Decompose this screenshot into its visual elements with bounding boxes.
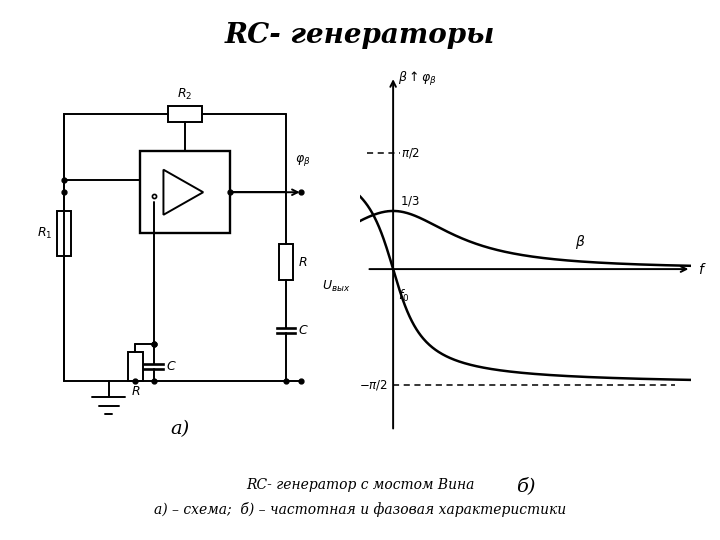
Text: $-\pi/2$: $-\pi/2$ — [359, 379, 388, 393]
Bar — [58, 211, 71, 256]
Text: $U_{вых}$: $U_{вых}$ — [323, 279, 351, 294]
Text: $C$: $C$ — [298, 324, 309, 338]
Text: $R$: $R$ — [298, 255, 308, 268]
Text: $\pi/2$: $\pi/2$ — [402, 146, 420, 160]
Text: RC- генератор с мостом Вина: RC- генератор с мостом Вина — [246, 478, 474, 492]
Text: $f$: $f$ — [698, 261, 706, 276]
Text: $R$: $R$ — [130, 385, 140, 398]
Text: $1/3$: $1/3$ — [400, 194, 420, 208]
Text: $\beta$$\uparrow$$\varphi_\beta$: $\beta$$\uparrow$$\varphi_\beta$ — [398, 70, 437, 88]
Text: б): б) — [516, 477, 536, 495]
Text: $\varphi_\beta$: $\varphi_\beta$ — [294, 153, 310, 168]
Bar — [279, 244, 294, 280]
Text: $R_2$: $R_2$ — [177, 87, 193, 102]
Text: а): а) — [171, 421, 189, 438]
Text: $R_1$: $R_1$ — [37, 226, 53, 241]
Text: $C$: $C$ — [166, 360, 176, 373]
Bar — [128, 352, 143, 381]
Text: RC- генераторы: RC- генераторы — [225, 22, 495, 49]
Bar — [168, 106, 202, 123]
Text: а) – схема;  б) – частотная и фазовая характеристики: а) – схема; б) – частотная и фазовая хар… — [154, 502, 566, 517]
Text: $\beta$: $\beta$ — [575, 233, 585, 251]
Bar — [140, 151, 230, 233]
Text: $f_0$: $f_0$ — [398, 287, 410, 303]
